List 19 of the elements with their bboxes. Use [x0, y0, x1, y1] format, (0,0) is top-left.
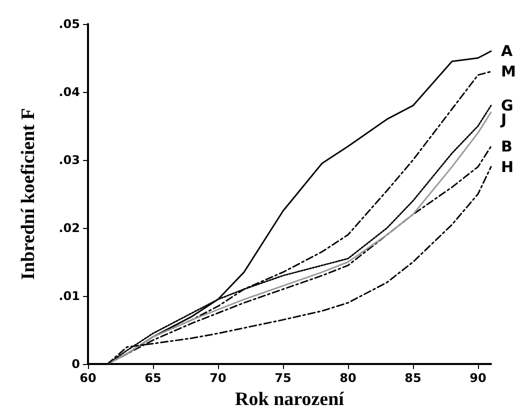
- series-label: B: [501, 137, 512, 156]
- x-tick-label: 80: [340, 371, 356, 385]
- x-tick-label: 85: [404, 371, 422, 385]
- y-tick-label: .05: [58, 17, 80, 31]
- y-axis-title: Inbrední koeficient F: [18, 108, 39, 280]
- x-axis-title: Rok narození: [235, 389, 345, 410]
- y-tick-label: 0: [72, 357, 80, 371]
- y-tick-label: .02: [58, 221, 80, 235]
- x-tick-label: 60: [80, 371, 96, 385]
- x-tick-label: 65: [144, 371, 162, 385]
- x-tick-label: 70: [210, 371, 226, 385]
- y-tick-label: .04: [58, 85, 80, 99]
- series-label: H: [501, 158, 514, 176]
- series-label: A: [501, 42, 513, 60]
- x-tick-label: 75: [274, 371, 292, 385]
- series-label: M: [501, 62, 515, 81]
- y-tick-label: .03: [58, 153, 80, 167]
- y-tick-label: .01: [58, 289, 80, 303]
- x-tick-label: 90: [470, 371, 486, 385]
